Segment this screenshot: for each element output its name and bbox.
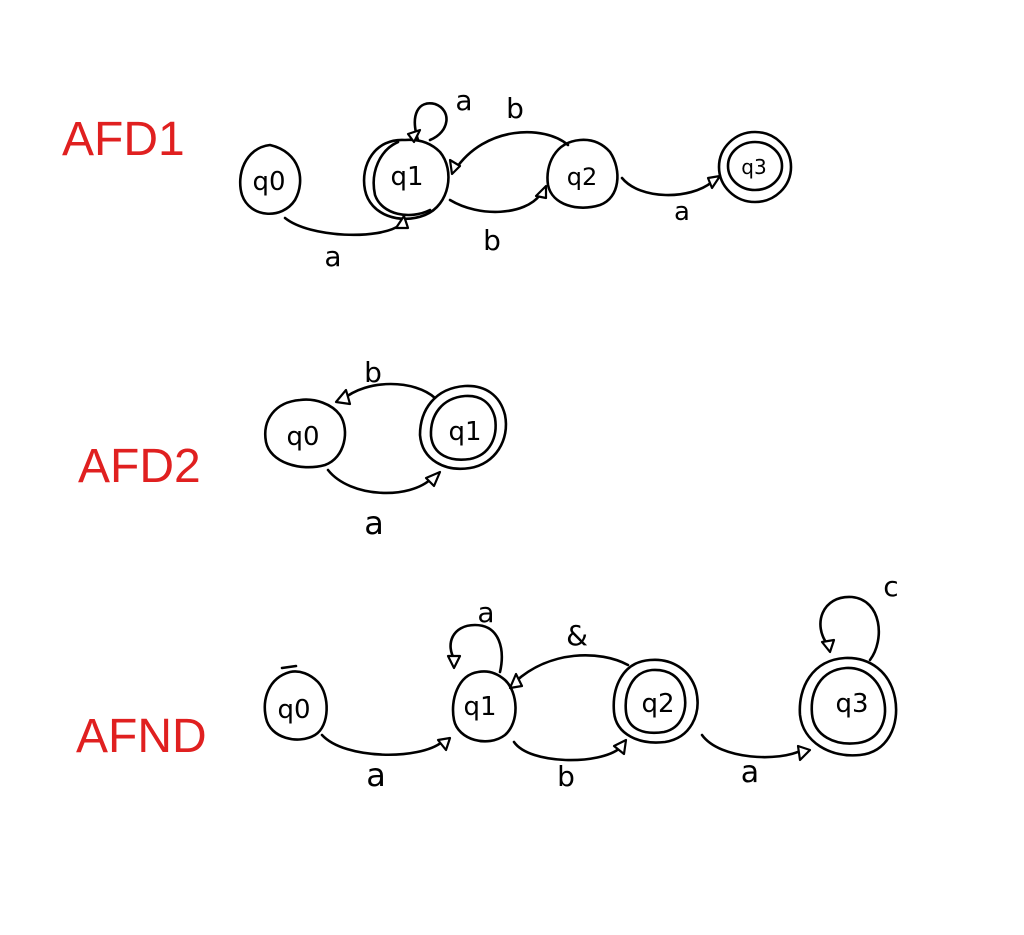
- afd1-transition-q1-loop: a: [406, 84, 473, 144]
- afnd-transition-q0-q1: a: [320, 733, 452, 794]
- afd2-state-q1: q1: [418, 384, 508, 471]
- afd1-diagram: AFD1 q0 q1 q2 q3 a: [62, 84, 793, 273]
- afd2-title: AFD2: [78, 440, 201, 493]
- afd1-transition-q0-q1: a: [283, 214, 410, 273]
- afnd-transition-q3-loop: c: [819, 570, 899, 662]
- afd1-state-q2-label: q2: [567, 163, 598, 191]
- afnd-title: AFND: [76, 710, 207, 763]
- afd1-transition-q1-q2: b: [448, 184, 548, 257]
- afd2-transition-q1-q0-label: b: [364, 356, 382, 389]
- afnd-state-q2: q2: [612, 658, 699, 744]
- afd1-transition-q2-q1-label: b: [506, 92, 524, 125]
- afd1-state-q3: q3: [717, 130, 793, 204]
- afnd-transition-q2-q3: a: [700, 733, 812, 790]
- afd1-transition-q1-loop-label: a: [455, 84, 472, 117]
- afd1-transition-q1-q2-label: b: [483, 224, 501, 257]
- afd1-state-q0-label: q0: [252, 167, 285, 197]
- afnd-transition-q2-q1: &: [508, 619, 630, 690]
- afnd-transition-q1-q2-label: b: [557, 760, 575, 793]
- afd2-state-q0-label: q0: [286, 422, 319, 452]
- afnd-state-q1-label: q1: [463, 692, 496, 722]
- afd1-transition-q2-q3-label: a: [674, 197, 690, 227]
- afd1-transition-q2-q1: b: [448, 92, 570, 176]
- afd1-transition-q0-q1-label: a: [324, 240, 341, 273]
- afd2-diagram: AFD2 q0 q1 a b: [78, 356, 508, 542]
- afd2-transition-q0-q1-label: a: [364, 504, 384, 542]
- afd2-transition-q0-q1: a: [326, 468, 442, 542]
- afd1-state-q1-label: q1: [390, 162, 423, 192]
- afnd-transition-q3-loop-label: c: [883, 570, 898, 603]
- afnd-state-q3-label: q3: [835, 689, 868, 719]
- afnd-transition-q2-q1-label: &: [566, 619, 588, 652]
- afd1-title: AFD1: [62, 113, 185, 166]
- afd1-state-q3-label: q3: [741, 155, 766, 179]
- afnd-state-q3: q3: [798, 656, 898, 757]
- afnd-transition-q2-q3-label: a: [741, 755, 759, 790]
- afd1-state-q1: q1: [362, 138, 450, 221]
- afnd-transition-q1-loop-label: a: [477, 596, 494, 629]
- afnd-state-q1: q1: [451, 670, 517, 743]
- afnd-transition-q0-q1-label: a: [366, 756, 386, 794]
- afd2-transition-q1-q0: b: [334, 356, 437, 406]
- afd2-state-q0: q0: [263, 398, 347, 469]
- afd1-state-q2: q2: [546, 138, 619, 209]
- afd1-state-q0: q0: [238, 143, 302, 216]
- afd1-transition-q2-q3: a: [620, 174, 722, 227]
- afnd-transition-q1-q2: b: [512, 738, 628, 793]
- afnd-transition-q1-loop: a: [446, 596, 504, 674]
- afnd-state-q0-label: q0: [277, 695, 310, 725]
- afnd-diagram: AFND q0 q1 q2 q3 a: [76, 570, 899, 794]
- afd2-state-q1-label: q1: [448, 417, 481, 447]
- afnd-state-q0: q0: [263, 664, 328, 741]
- afnd-state-q2-label: q2: [641, 689, 674, 719]
